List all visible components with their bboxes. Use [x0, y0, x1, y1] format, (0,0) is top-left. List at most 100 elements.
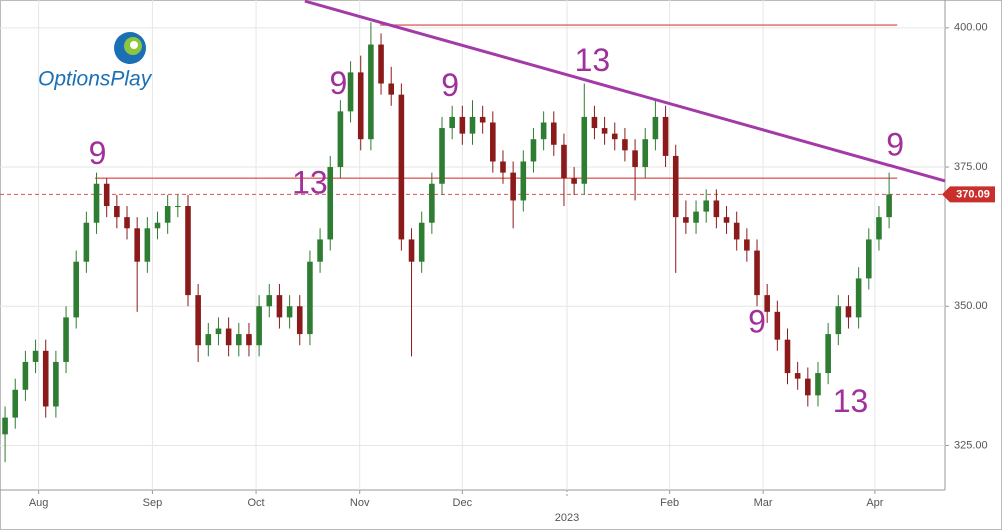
candle-body [368, 44, 374, 140]
candle-body [733, 222, 740, 240]
candle-body [805, 378, 811, 396]
candle-body [622, 139, 628, 151]
candle-body [754, 250, 760, 296]
candle-body [408, 239, 415, 262]
x-tick-label: Feb [660, 497, 679, 509]
candle-body [256, 306, 262, 346]
candle-body [195, 295, 201, 346]
candle-body [652, 116, 659, 140]
candle-body [205, 334, 212, 346]
candle-body [327, 167, 334, 240]
candle-body [418, 222, 425, 262]
y-tick-label: 400.00 [954, 22, 988, 34]
candle-body [662, 116, 669, 156]
price-tag [942, 186, 995, 203]
candle-body [774, 311, 781, 340]
candle-body [581, 116, 588, 184]
count-label: 13 [833, 383, 869, 419]
candle-body [317, 239, 323, 262]
logo: OptionsPlay [38, 32, 153, 91]
candle-body [134, 228, 140, 262]
candle-body [103, 183, 110, 207]
candle-body [855, 278, 862, 318]
candle-body [784, 339, 791, 374]
candle-body [378, 44, 384, 84]
candle-body [32, 350, 39, 362]
candle-body [865, 239, 872, 279]
candle-body [520, 161, 527, 201]
candle-body [683, 217, 689, 223]
count-label: 13 [292, 164, 328, 200]
year-label: 2023 [555, 512, 579, 524]
x-tick-label: Nov [350, 497, 370, 509]
candle-body [225, 328, 232, 346]
candle-body [175, 206, 181, 208]
candle-body [510, 172, 516, 201]
count-label: 9 [886, 126, 904, 162]
candle-body [347, 72, 354, 112]
logo-icon-dot [130, 41, 138, 49]
candle-body [439, 128, 445, 184]
candle-body [63, 317, 69, 362]
candle-body [154, 222, 161, 229]
candle-body [144, 228, 151, 262]
candle-body [73, 261, 80, 318]
candle-body [185, 206, 191, 296]
candle-body [266, 295, 273, 307]
candle-body [307, 261, 313, 335]
candle-body [500, 161, 506, 173]
candle-body [550, 122, 557, 145]
candle-body [42, 350, 49, 407]
candle-body [398, 94, 405, 240]
x-tick-label: Sep [143, 497, 163, 509]
candle-body [530, 139, 537, 162]
candle-body [540, 122, 547, 140]
candle-body [561, 144, 567, 179]
count-label: 9 [89, 135, 107, 171]
price-tag-label: 370.09 [956, 188, 990, 200]
candle-body [2, 417, 8, 435]
candle-body [601, 128, 608, 134]
candle-body [693, 211, 699, 223]
candle-body [246, 334, 252, 346]
candle-body [713, 200, 720, 218]
candle-body [449, 116, 455, 129]
trendline [304, 0, 946, 183]
x-tick-label: Aug [29, 497, 49, 509]
candle-body [479, 116, 486, 123]
candle-body [611, 133, 618, 140]
x-tick-label: Oct [248, 497, 265, 509]
candle-body [276, 295, 283, 318]
candle-body [490, 122, 496, 162]
candle-body [845, 306, 852, 318]
x-tick-label: Apr [866, 497, 883, 509]
x-tick-label: Mar [754, 497, 773, 509]
count-label: 13 [575, 42, 611, 78]
candle-body [286, 306, 293, 318]
count-label: 9 [441, 67, 459, 103]
candle-body [83, 222, 90, 262]
candle-body [794, 373, 801, 379]
candle-body [296, 306, 303, 335]
candle-body [164, 206, 171, 223]
candle-body [124, 217, 130, 229]
candle-body [114, 206, 120, 218]
count-label: 9 [748, 304, 766, 340]
candle-body [723, 217, 730, 223]
candle-body [886, 194, 892, 218]
candle-body [744, 239, 750, 251]
candle-body [703, 200, 710, 212]
candle-body [672, 155, 679, 218]
candle-body [632, 150, 638, 168]
count-label: 9 [329, 65, 347, 101]
candle-body [429, 183, 435, 223]
candle-body [337, 111, 344, 168]
candle-body [215, 328, 222, 335]
candle-body [22, 361, 29, 390]
y-tick-label: 375.00 [954, 161, 988, 173]
y-tick-label: 325.00 [954, 439, 988, 451]
candle-body [571, 178, 577, 184]
candle-body [815, 373, 821, 396]
